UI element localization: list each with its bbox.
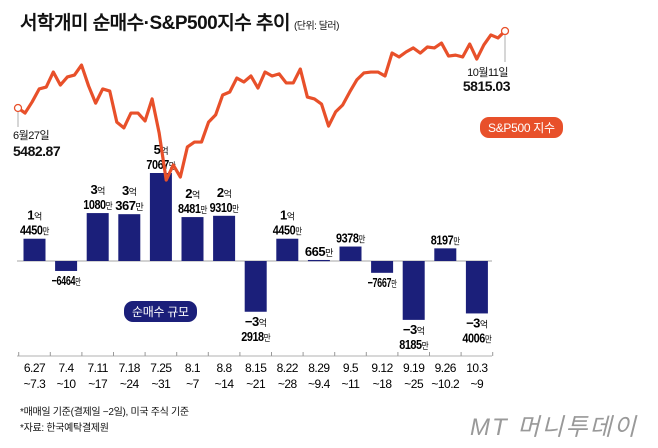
bar-value-label: 4006만 [462,330,491,345]
x-tick-label: ~9 [471,377,485,391]
bar-2 [86,213,109,261]
bar-3 [118,214,141,261]
end-value-label: 5815.03 [462,78,511,94]
x-tick-label: 8.1 [185,361,201,375]
bar-value-label: 9378만 [336,231,365,246]
x-tick-label: 7.18 [119,361,141,375]
x-tick-label: ~25 [404,377,424,391]
footnote-basis: *매매일 기준(결제일 −2일), 미국 주식 기준 [20,407,189,418]
x-tick-label: 6.27 [24,361,46,375]
x-tick-label: ~7 [186,377,200,391]
x-tick-label: ~17 [88,377,108,391]
bar-value-label: 9310만 [210,200,239,215]
bar-value-label: −3억 [245,314,267,329]
legend-net-buy: 순매수 규모 [124,301,197,322]
bar-value-label: 8197만 [431,232,460,247]
bar-value-label: 4450만 [20,223,49,238]
x-tick-label: 8.15 [245,361,267,375]
x-tick-label: 10.3 [466,361,488,375]
x-tick-label: ~11 [342,377,361,391]
x-tick-label: ~18 [373,377,393,391]
sp500-line [17,29,507,182]
bar-value-label: −3억 [403,322,425,337]
bar-value-label: 4450만 [273,223,302,238]
bar-value-label: −7667만 [368,275,397,290]
bar-8 [276,238,299,261]
bar-5 [181,217,204,261]
bar-value-label: 8481만 [178,201,207,216]
title-text: 서학개미 순매수·S&P500지수 추이 [20,13,290,34]
x-tick-label: ~10.2 [431,377,460,391]
x-tick-label: 9.19 [403,361,425,375]
x-tick-label: 9.26 [435,361,457,375]
x-tick-label: ~24 [120,377,140,391]
x-tick-label: 9.5 [343,361,359,375]
bar-value-label: 3억 [122,183,137,198]
x-tick-label: ~10 [57,377,77,391]
bar-value-label: 2억 [185,186,200,201]
bar-value-label: 665만 [305,244,333,259]
bar-7 [244,261,267,312]
bar-0 [23,238,46,261]
bar-value-label: 3억 [90,182,105,197]
bar-13 [434,248,457,261]
bar-value-label: 367만 [115,198,143,213]
bar-value-label: −3억 [466,315,488,330]
bar-10 [339,246,362,261]
bar-value-label: 2억 [217,185,232,200]
bar-value-label: −6464만 [52,273,81,288]
bar-4 [149,173,172,261]
x-tick-label: 8.22 [277,361,299,375]
bar-value-label: 2918만 [241,329,270,344]
x-tick-label: 7.11 [87,361,108,375]
bar-1 [55,261,78,271]
logo: MT 머니투데이 [470,414,638,441]
x-tick-label: 7.25 [150,361,172,375]
bar-value-label: 1억 [280,208,295,223]
bar-9 [307,259,330,262]
end-point [500,26,510,36]
unit-label: (단위: 달러) [293,21,340,32]
bar-11 [371,261,394,273]
legend-sp500: S&P500 지수 [480,117,563,138]
bar-14 [465,261,488,314]
bar-value-label: 1억 [27,208,42,223]
x-tick-label: ~14 [215,377,235,391]
start-point [13,103,23,113]
x-tick-label: ~21 [246,377,266,391]
start-date-label: 6월27일 [13,130,50,142]
end-date-label: 10월11일 [467,67,508,79]
bar-6 [213,215,236,261]
chart-title: 서학개미 순매수·S&P500지수 추이 (단위: 달러) [20,8,339,35]
bar-value-label: 8185만 [399,337,428,352]
x-tick-label: ~31 [151,377,171,391]
footnote-source: *자료: 한국예탁결제원 [20,423,109,434]
x-tick-label: ~28 [278,377,298,391]
x-tick-label: 7.4 [59,361,75,375]
bar-value-label: 1080만 [83,197,112,212]
x-tick-label: 9.12 [371,361,393,375]
x-tick-label: ~7.3 [24,377,47,391]
x-tick-label: ~9.4 [308,377,331,391]
start-value-label: 5482.87 [13,143,61,159]
x-tick-label: 8.29 [308,361,330,375]
bar-12 [402,261,425,320]
x-tick-label: 8.8 [217,361,233,375]
